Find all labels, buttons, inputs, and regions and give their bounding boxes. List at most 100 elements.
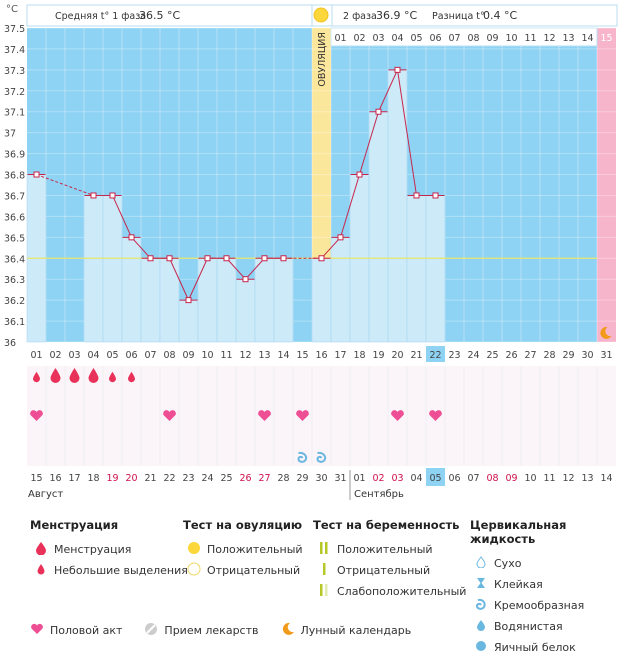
temperature-bar: [425, 195, 446, 343]
y-tick-label: 37.5: [4, 24, 25, 35]
phase2-day-label: 06: [429, 33, 441, 44]
temperature-point: [128, 234, 135, 241]
drop-large-icon: [30, 541, 52, 558]
diff-value: 0.4 °C: [483, 9, 517, 22]
cycle-day-label: 17: [334, 350, 346, 361]
cycle-day-label: 01: [30, 350, 42, 361]
temperature-bar: [235, 278, 256, 343]
temperature-point: [185, 297, 192, 304]
temperature-line: [340, 174, 360, 238]
heart-icon: [258, 410, 271, 421]
cycle-day-label: 02: [49, 350, 61, 361]
drop-small-icon: [109, 371, 116, 383]
temperature-point: [413, 192, 420, 199]
phase2-day-label: 01: [334, 33, 346, 44]
y-tick-label: 36.5: [4, 233, 25, 244]
cycle-day-label: 20: [391, 350, 403, 361]
phase2-day-label: 13: [562, 33, 574, 44]
legend-label: Прием лекарств: [164, 624, 259, 637]
date-label: 06: [448, 473, 460, 484]
temperature-line: [245, 257, 265, 280]
date-label: 26: [239, 473, 251, 484]
current-date-highlight: [426, 468, 445, 486]
y-tick-label: 37.1: [4, 108, 25, 119]
legend-lunar: Лунный календарь: [277, 620, 411, 641]
month-august: Август: [28, 489, 63, 500]
legend-label: Менструация: [54, 543, 132, 556]
legend-bottom-row: Половой акт Прием лекарств Лунный календ…: [26, 620, 429, 641]
legend-label: Отрицательный: [337, 564, 431, 577]
cycle-day-label: 07: [144, 350, 156, 361]
sun-outline-icon: [183, 562, 205, 579]
cycle-day-label: 19: [372, 350, 384, 361]
swirl-drop-icon: [470, 598, 492, 613]
drop-small-icon: [33, 371, 40, 383]
legend-label: Положительный: [207, 543, 303, 556]
legend-cervical-watery: Водянистая: [470, 616, 626, 637]
cycle-day-label: 05: [106, 350, 118, 361]
temperature-point: [280, 255, 287, 262]
cycle-day-label: 16: [315, 350, 327, 361]
cycle-day-label: 03: [68, 350, 80, 361]
drop-large-icon: [69, 368, 80, 383]
heart-icon: [429, 410, 442, 421]
temperature-line: [397, 69, 417, 196]
legend-pregnancy-weak: Слабоположительный: [313, 581, 466, 602]
y-tick-label: 36.6: [4, 212, 25, 223]
cycle-day-label: 11: [220, 350, 232, 361]
diff-label: Разница t°: [432, 11, 485, 22]
y-tick-label: 36.3: [4, 275, 25, 286]
phase2-day-label: 04: [391, 33, 403, 44]
phase2-day-label: 14: [581, 33, 593, 44]
pink-day-column: [597, 28, 616, 342]
temperature-line: [188, 258, 208, 301]
date-label: 15: [30, 473, 42, 484]
phase2-days-row: [330, 27, 598, 47]
legend-label: Водянистая: [494, 620, 563, 633]
phase2-day-label: 12: [543, 33, 555, 44]
cycle-day-label: 13: [258, 350, 270, 361]
cycle-day-label: 27: [524, 350, 536, 361]
date-label: 07: [467, 473, 479, 484]
temperature-bar: [368, 111, 389, 343]
legend-label: Половой акт: [50, 624, 123, 637]
y-tick-label: 36.7: [4, 191, 25, 202]
y-tick-label: 36.9: [4, 150, 25, 161]
unit-label: °C: [6, 4, 18, 15]
y-tick-label: 37.4: [4, 45, 25, 56]
temperature-bar: [406, 195, 427, 343]
date-label: 23: [182, 473, 194, 484]
sun-filled-icon: [183, 541, 205, 558]
cycle-day-label: 31: [600, 350, 612, 361]
faint-lines-icon: [313, 583, 335, 600]
temperature-bar: [121, 237, 142, 343]
date-label: 29: [296, 473, 308, 484]
two-lines-icon: [313, 541, 335, 558]
heart-icon: [391, 410, 404, 421]
phase2-day-label: 11: [524, 33, 536, 44]
drop-small-icon: [30, 563, 52, 578]
temperature-line: [112, 195, 132, 238]
cycle-day-label: 29: [562, 350, 574, 361]
date-label: 12: [562, 473, 574, 484]
legend-pregnancy-test: Тест на беременность Положительный Отриц…: [313, 518, 466, 602]
legend-cervical-sticky: Клейкая: [470, 574, 626, 595]
legend-cervical-eggwhite: Яичный белок: [470, 637, 626, 658]
y-tick-label: 36: [4, 338, 16, 349]
temperature-line: [169, 258, 189, 301]
cycle-day-label: 06: [125, 350, 137, 361]
heart-icon: [163, 410, 176, 421]
temperature-bar: [197, 258, 218, 343]
y-tick-label: 36.4: [4, 254, 25, 265]
cycle-day-label: 04: [87, 350, 99, 361]
date-label: 10: [524, 473, 536, 484]
temperature-point: [356, 171, 363, 178]
date-label: 24: [201, 473, 213, 484]
moon-icon: [277, 622, 299, 639]
drop-large-icon: [50, 368, 61, 383]
cycle-day-label: 23: [448, 350, 460, 361]
one-line-icon: [313, 562, 335, 579]
cycle-day-label: 21: [410, 350, 422, 361]
date-label: 18: [87, 473, 99, 484]
date-label: 09: [505, 473, 517, 484]
